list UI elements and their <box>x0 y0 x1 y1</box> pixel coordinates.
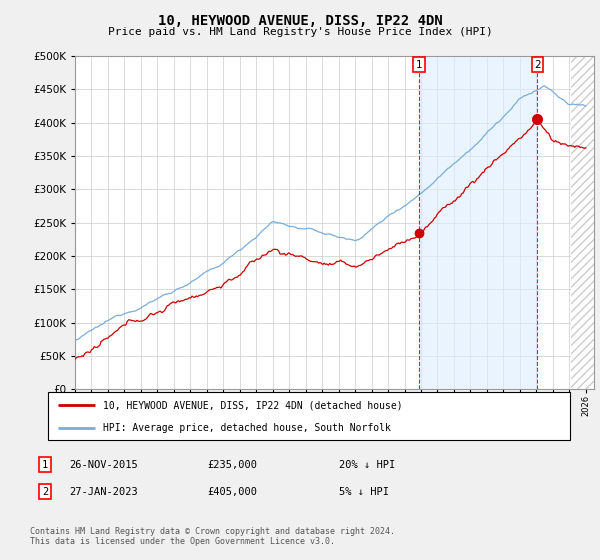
Text: £235,000: £235,000 <box>207 460 257 470</box>
Text: 1: 1 <box>416 60 422 69</box>
Bar <box>419 56 538 389</box>
Text: 5% ↓ HPI: 5% ↓ HPI <box>339 487 389 497</box>
Text: 2: 2 <box>42 487 48 497</box>
Text: HPI: Average price, detached house, South Norfolk: HPI: Average price, detached house, Sout… <box>103 423 391 433</box>
Text: 27-JAN-2023: 27-JAN-2023 <box>69 487 138 497</box>
FancyBboxPatch shape <box>48 392 570 440</box>
Text: 10, HEYWOOD AVENUE, DISS, IP22 4DN (detached house): 10, HEYWOOD AVENUE, DISS, IP22 4DN (deta… <box>103 400 403 410</box>
Text: 2: 2 <box>534 60 541 69</box>
Text: 10, HEYWOOD AVENUE, DISS, IP22 4DN: 10, HEYWOOD AVENUE, DISS, IP22 4DN <box>158 14 442 28</box>
Text: 20% ↓ HPI: 20% ↓ HPI <box>339 460 395 470</box>
Text: 26-NOV-2015: 26-NOV-2015 <box>69 460 138 470</box>
Text: Contains HM Land Registry data © Crown copyright and database right 2024.
This d: Contains HM Land Registry data © Crown c… <box>30 526 395 546</box>
Bar <box>571 56 594 389</box>
Text: 1: 1 <box>42 460 48 470</box>
Text: Price paid vs. HM Land Registry's House Price Index (HPI): Price paid vs. HM Land Registry's House … <box>107 27 493 37</box>
Text: £405,000: £405,000 <box>207 487 257 497</box>
